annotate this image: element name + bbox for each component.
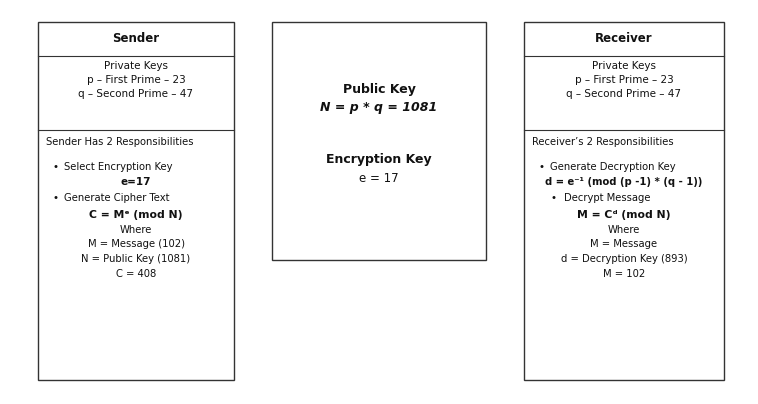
Text: Private Keys: Private Keys (104, 61, 168, 71)
Text: •: • (52, 193, 58, 203)
Text: e=17: e=17 (121, 177, 152, 187)
Text: M = Message (102): M = Message (102) (87, 239, 184, 249)
Text: •: • (550, 193, 556, 203)
Text: Receiver: Receiver (595, 32, 653, 46)
Text: Sender Has 2 Responsibilities: Sender Has 2 Responsibilities (46, 137, 193, 147)
Text: Where: Where (120, 225, 152, 235)
Text: Sender: Sender (112, 32, 160, 46)
Text: •: • (538, 162, 544, 172)
Text: N = Public Key (1081): N = Public Key (1081) (81, 254, 190, 264)
Text: N = p * q = 1081: N = p * q = 1081 (321, 101, 437, 114)
Text: M = 102: M = 102 (603, 269, 645, 279)
Text: p – First Prime – 23: p – First Prime – 23 (86, 75, 186, 85)
Text: M = Cᵈ (mod N): M = Cᵈ (mod N) (578, 210, 671, 220)
Text: Where: Where (608, 225, 641, 235)
Bar (38, 22, 234, 380)
Text: Generate Cipher Text: Generate Cipher Text (64, 193, 170, 203)
Bar (272, 22, 486, 260)
Text: M = Message: M = Message (590, 239, 657, 249)
Text: e = 17: e = 17 (359, 172, 399, 185)
Text: Generate Decryption Key: Generate Decryption Key (550, 162, 675, 172)
Text: •: • (52, 162, 58, 172)
Text: Decrypt Message: Decrypt Message (564, 193, 650, 203)
Text: C = Mᵉ (mod N): C = Mᵉ (mod N) (89, 210, 183, 220)
Text: q – Second Prime – 47: q – Second Prime – 47 (566, 89, 681, 99)
Text: Encryption Key: Encryption Key (326, 154, 432, 166)
Text: Select Encryption Key: Select Encryption Key (64, 162, 173, 172)
Text: C = 408: C = 408 (116, 269, 156, 279)
Text: Public Key: Public Key (343, 84, 415, 97)
Text: p – First Prime – 23: p – First Prime – 23 (575, 75, 673, 85)
Text: d = e⁻¹ (mod (p -1) * (q - 1)): d = e⁻¹ (mod (p -1) * (q - 1)) (545, 177, 703, 187)
Text: Private Keys: Private Keys (592, 61, 656, 71)
Text: Receiver’s 2 Responsibilities: Receiver’s 2 Responsibilities (532, 137, 674, 147)
Text: d = Decryption Key (893): d = Decryption Key (893) (561, 254, 688, 264)
Text: q – Second Prime – 47: q – Second Prime – 47 (79, 89, 193, 99)
Bar (524, 22, 724, 380)
